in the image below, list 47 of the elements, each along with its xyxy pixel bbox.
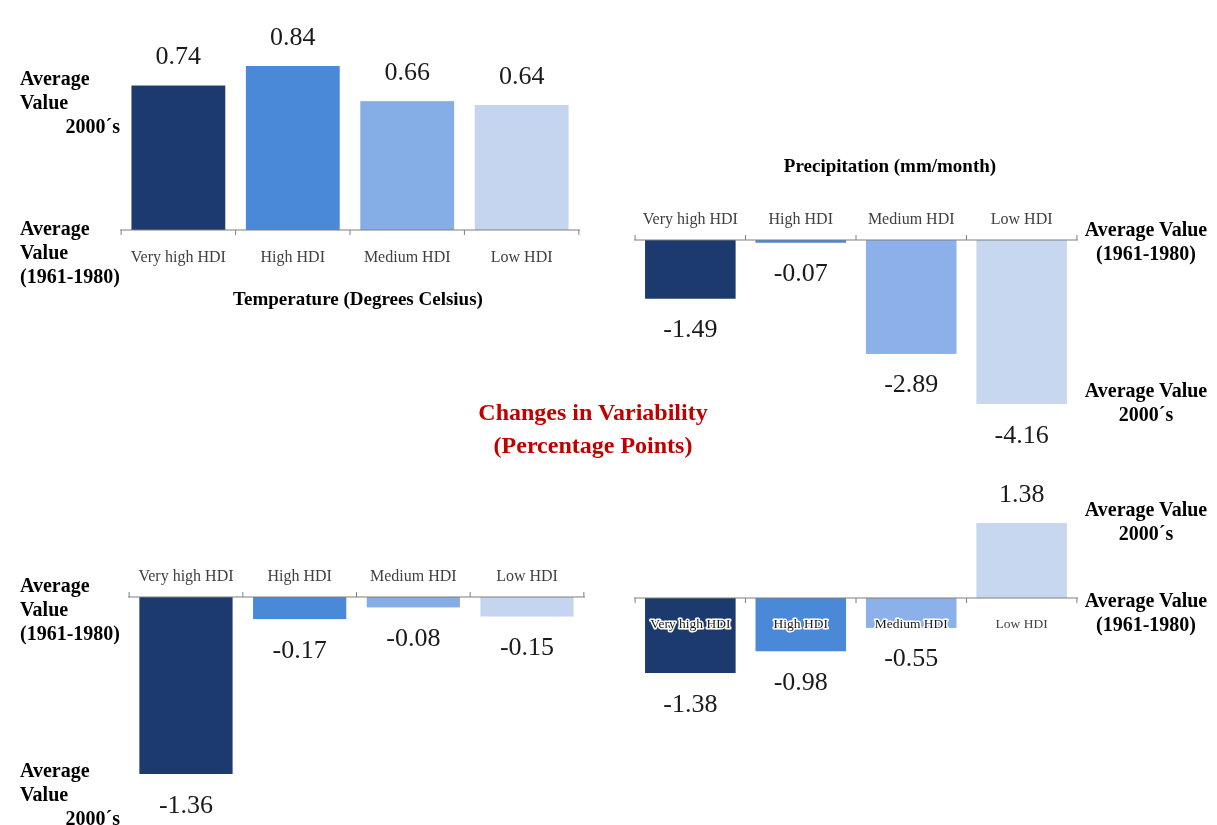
x-tick-label: Medium HDI	[363, 247, 451, 265]
text: Average Value 2000´s	[1084, 498, 1208, 544]
x-tick-label: High HDI	[768, 209, 833, 228]
chart-title: Precipitation (mm/month)	[783, 154, 997, 177]
annotation: Average Value (1961-1980)	[20, 217, 120, 288]
data-label: -0.17	[272, 634, 327, 664]
data-label: 0.84	[270, 21, 316, 51]
data-label: -0.08	[386, 622, 441, 652]
x-tick-label: Very high HDI	[130, 247, 226, 266]
x-tick-label: Very high HDI	[642, 209, 738, 228]
data-label: -1.49	[663, 314, 718, 344]
text: Temperature (Degrees Celsius)	[233, 287, 483, 310]
x-tick-label: Very high HDI	[138, 566, 234, 585]
data-label: -1.38	[663, 688, 718, 718]
data-label: -4.16	[994, 419, 1049, 449]
x-tick-label: High HDI	[260, 247, 325, 266]
data-label: -0.07	[773, 258, 828, 288]
x-tick-label: Very high HDI	[650, 615, 731, 631]
chart-title: Changes in Variability (Percentage Points)	[478, 399, 708, 459]
bar	[245, 66, 340, 230]
bar	[360, 101, 455, 230]
data-label: -1.36	[158, 789, 214, 819]
data-label: -0.55	[884, 643, 939, 673]
x-tick-label: Low HDI	[990, 209, 1053, 227]
text: Average Value (1961-1980)	[1084, 218, 1208, 265]
x-tick-label: Low HDI	[490, 247, 553, 265]
x-tick-label: Medium HDI	[370, 566, 457, 584]
data-label: 1.38	[998, 478, 1045, 508]
data-label: -2.89	[884, 369, 939, 399]
text: Average Value 2000´s	[20, 759, 121, 825]
bar	[131, 85, 226, 230]
bar	[474, 105, 569, 230]
data-label: 0.64	[498, 60, 545, 90]
x-tick-label: Medium HDI	[874, 615, 949, 631]
data-label: -0.15	[499, 632, 555, 662]
annotation: Average Value 2000´s	[20, 67, 121, 137]
text: Average Value (1961-1980)	[20, 574, 120, 645]
x-tick-label: Low HDI	[995, 615, 1049, 631]
text: Average Value 2000´s	[1084, 379, 1208, 425]
data-label: 0.66	[384, 56, 430, 86]
data-label: 0.74	[155, 41, 202, 71]
text: Average Value (1961-1980)	[1084, 589, 1208, 636]
data-label: -0.98	[773, 666, 828, 696]
x-tick-label: High HDI	[773, 615, 829, 631]
x-tick-label: Low HDI	[496, 566, 558, 584]
x-tick-label: High HDI	[267, 566, 332, 585]
x-tick-label: Medium HDI	[867, 209, 955, 227]
